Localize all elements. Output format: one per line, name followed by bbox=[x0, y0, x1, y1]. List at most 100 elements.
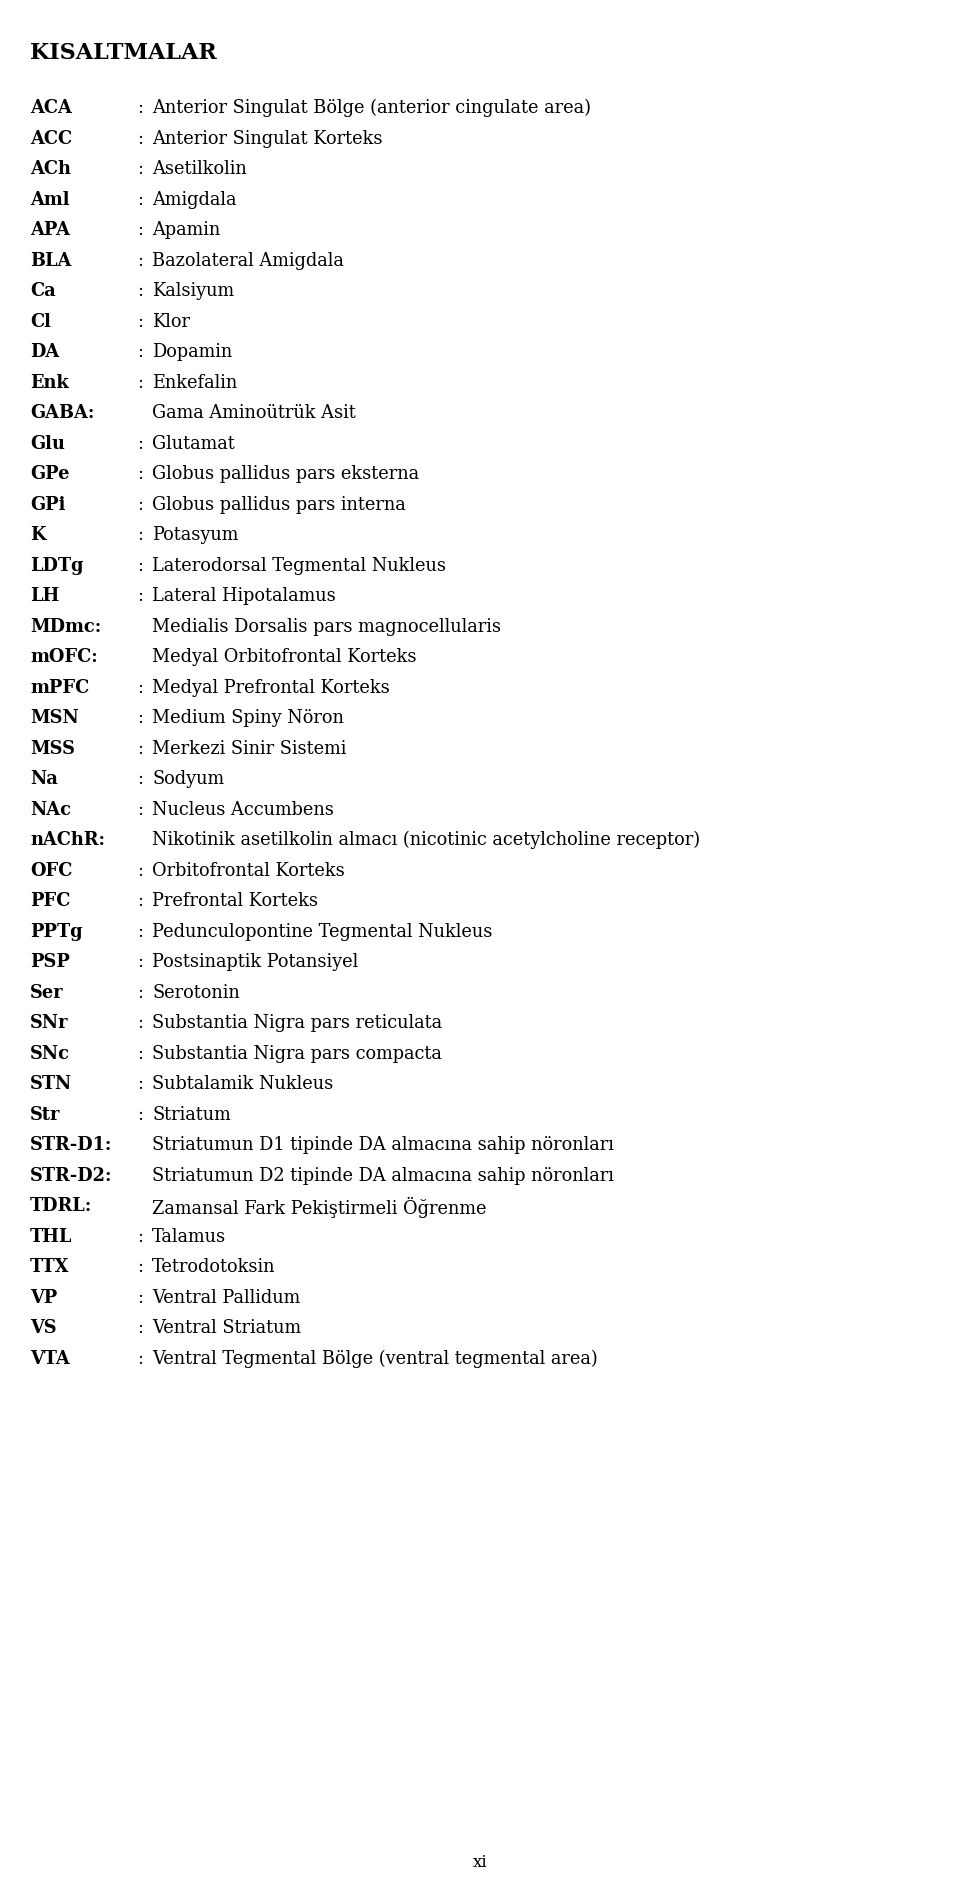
Text: Asetilkolin: Asetilkolin bbox=[152, 159, 247, 178]
Text: Dopamin: Dopamin bbox=[152, 344, 232, 361]
Text: NAc: NAc bbox=[30, 801, 71, 818]
Text: GABA:: GABA: bbox=[30, 404, 94, 421]
Text: Laterodorsal Tegmental Nukleus: Laterodorsal Tegmental Nukleus bbox=[152, 556, 446, 575]
Text: KISALTMALAR: KISALTMALAR bbox=[30, 42, 217, 65]
Text: Amigdala: Amigdala bbox=[152, 190, 236, 209]
Text: THL: THL bbox=[30, 1226, 72, 1245]
Text: Apamin: Apamin bbox=[152, 220, 220, 239]
Text: Na: Na bbox=[30, 771, 58, 788]
Text: PSP: PSP bbox=[30, 953, 70, 970]
Text: Str: Str bbox=[30, 1105, 60, 1124]
Text: Ser: Ser bbox=[30, 983, 63, 1000]
Text: nAChR:: nAChR: bbox=[30, 831, 105, 848]
Text: ACC: ACC bbox=[30, 129, 72, 148]
Text: Medyal Orbitofrontal Korteks: Medyal Orbitofrontal Korteks bbox=[152, 647, 417, 666]
Text: Striatumun D2 tipinde DA almacına sahip nöronları: Striatumun D2 tipinde DA almacına sahip … bbox=[152, 1165, 613, 1184]
Text: :: : bbox=[138, 1349, 150, 1367]
Text: Subtalamik Nukleus: Subtalamik Nukleus bbox=[152, 1074, 333, 1093]
Text: :: : bbox=[138, 1044, 150, 1063]
Text: :: : bbox=[138, 1074, 150, 1093]
Text: Ventral Striatum: Ventral Striatum bbox=[152, 1319, 301, 1336]
Text: OFC: OFC bbox=[30, 862, 72, 879]
Text: :: : bbox=[138, 495, 150, 514]
Text: Orbitofrontal Korteks: Orbitofrontal Korteks bbox=[152, 862, 345, 879]
Text: :: : bbox=[138, 892, 150, 909]
Text: :: : bbox=[138, 526, 150, 545]
Text: :: : bbox=[138, 190, 150, 209]
Text: GPe: GPe bbox=[30, 465, 69, 482]
Text: Potasyum: Potasyum bbox=[152, 526, 238, 545]
Text: Kalsiyum: Kalsiyum bbox=[152, 283, 234, 300]
Text: :: : bbox=[138, 129, 150, 148]
Text: Gama Aminoütrük Asit: Gama Aminoütrük Asit bbox=[152, 404, 356, 421]
Text: :: : bbox=[138, 1014, 150, 1033]
Text: STR-D2:: STR-D2: bbox=[30, 1165, 112, 1184]
Text: DA: DA bbox=[30, 344, 60, 361]
Text: Prefrontal Korteks: Prefrontal Korteks bbox=[152, 892, 318, 909]
Text: :: : bbox=[138, 586, 150, 605]
Text: :: : bbox=[138, 556, 150, 575]
Text: xi: xi bbox=[472, 1852, 488, 1870]
Text: Ventral Tegmental Bölge (ventral tegmental area): Ventral Tegmental Bölge (ventral tegment… bbox=[152, 1349, 598, 1367]
Text: BLA: BLA bbox=[30, 252, 71, 270]
Text: :: : bbox=[138, 678, 150, 697]
Text: :: : bbox=[138, 252, 150, 270]
Text: Ventral Pallidum: Ventral Pallidum bbox=[152, 1289, 300, 1306]
Text: Talamus: Talamus bbox=[152, 1226, 227, 1245]
Text: Bazolateral Amigdala: Bazolateral Amigdala bbox=[152, 252, 344, 270]
Text: Glu: Glu bbox=[30, 435, 65, 452]
Text: mOFC:: mOFC: bbox=[30, 647, 98, 666]
Text: :: : bbox=[138, 862, 150, 879]
Text: Enk: Enk bbox=[30, 374, 69, 391]
Text: :: : bbox=[138, 953, 150, 970]
Text: STN: STN bbox=[30, 1074, 72, 1093]
Text: :: : bbox=[138, 922, 150, 940]
Text: Striatum: Striatum bbox=[152, 1105, 230, 1124]
Text: TTX: TTX bbox=[30, 1258, 70, 1275]
Text: Aml: Aml bbox=[30, 190, 70, 209]
Text: :: : bbox=[138, 465, 150, 482]
Text: Anterior Singulat Bölge (anterior cingulate area): Anterior Singulat Bölge (anterior cingul… bbox=[152, 99, 591, 118]
Text: :: : bbox=[138, 99, 150, 118]
Text: :: : bbox=[138, 771, 150, 788]
Text: Striatumun D1 tipinde DA almacına sahip nöronları: Striatumun D1 tipinde DA almacına sahip … bbox=[152, 1135, 613, 1154]
Text: SNc: SNc bbox=[30, 1044, 70, 1063]
Text: GPi: GPi bbox=[30, 495, 65, 514]
Text: :: : bbox=[138, 708, 150, 727]
Text: :: : bbox=[138, 1258, 150, 1275]
Text: :: : bbox=[138, 220, 150, 239]
Text: Zamansal Fark Pekiştirmeli Öğrenme: Zamansal Fark Pekiştirmeli Öğrenme bbox=[152, 1196, 487, 1219]
Text: ACh: ACh bbox=[30, 159, 71, 178]
Text: VP: VP bbox=[30, 1289, 58, 1306]
Text: ACA: ACA bbox=[30, 99, 72, 118]
Text: Cl: Cl bbox=[30, 313, 51, 330]
Text: Klor: Klor bbox=[152, 313, 190, 330]
Text: APA: APA bbox=[30, 220, 70, 239]
Text: VTA: VTA bbox=[30, 1349, 70, 1367]
Text: Medyal Prefrontal Korteks: Medyal Prefrontal Korteks bbox=[152, 678, 390, 697]
Text: mPFC: mPFC bbox=[30, 678, 89, 697]
Text: Enkefalin: Enkefalin bbox=[152, 374, 237, 391]
Text: Glutamat: Glutamat bbox=[152, 435, 235, 452]
Text: Globus pallidus pars interna: Globus pallidus pars interna bbox=[152, 495, 406, 514]
Text: :: : bbox=[138, 1105, 150, 1124]
Text: Nucleus Accumbens: Nucleus Accumbens bbox=[152, 801, 334, 818]
Text: LH: LH bbox=[30, 586, 60, 605]
Text: Substantia Nigra pars reticulata: Substantia Nigra pars reticulata bbox=[152, 1014, 443, 1033]
Text: MSS: MSS bbox=[30, 740, 75, 757]
Text: Medium Spiny Nöron: Medium Spiny Nöron bbox=[152, 708, 344, 727]
Text: Postsinaptik Potansiyel: Postsinaptik Potansiyel bbox=[152, 953, 358, 970]
Text: :: : bbox=[138, 313, 150, 330]
Text: TDRL:: TDRL: bbox=[30, 1196, 92, 1215]
Text: Serotonin: Serotonin bbox=[152, 983, 240, 1000]
Text: Merkezi Sinir Sistemi: Merkezi Sinir Sistemi bbox=[152, 740, 347, 757]
Text: STR-D1:: STR-D1: bbox=[30, 1135, 112, 1154]
Text: :: : bbox=[138, 283, 150, 300]
Text: Sodyum: Sodyum bbox=[152, 771, 224, 788]
Text: :: : bbox=[138, 1319, 150, 1336]
Text: :: : bbox=[138, 983, 150, 1000]
Text: :: : bbox=[138, 1289, 150, 1306]
Text: LDTg: LDTg bbox=[30, 556, 84, 575]
Text: VS: VS bbox=[30, 1319, 57, 1336]
Text: Globus pallidus pars eksterna: Globus pallidus pars eksterna bbox=[152, 465, 420, 482]
